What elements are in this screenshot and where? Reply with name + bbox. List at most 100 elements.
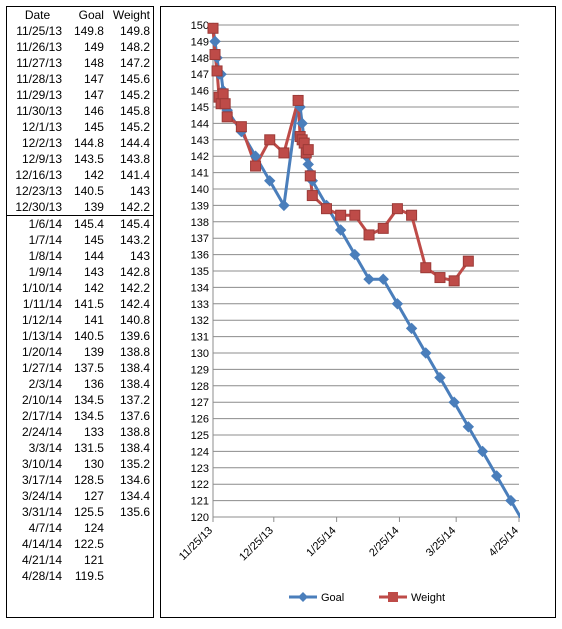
cell-goal: 146 — [83, 104, 104, 118]
goal-point — [334, 224, 347, 236]
weight-point — [219, 98, 231, 110]
cell-goal: 147 — [83, 72, 104, 86]
weight-point — [209, 49, 221, 61]
goal-point — [209, 35, 221, 48]
table-row: 11/28/13 147 145.6 — [7, 71, 153, 87]
table-row: 3/17/14 128.5 134.6 — [7, 472, 153, 488]
table-row: 3/31/14 125.5 135.6 — [7, 504, 153, 520]
table-row: 11/29/13 147 145.2 — [7, 87, 153, 103]
cell-goal: 144 — [83, 249, 104, 263]
table-row: 2/10/14 134.5 137.2 — [7, 392, 153, 408]
weight-point — [217, 88, 229, 100]
legend-diamond-icon — [298, 592, 308, 602]
series-line-weight — [211, 28, 470, 283]
weight-point — [302, 144, 314, 156]
header-date: Date — [24, 8, 51, 22]
cell-weight: 134.4 — [119, 489, 150, 503]
cell-weight: 148.2 — [119, 40, 150, 54]
table-row: 11/25/13 149.8 149.8 — [7, 23, 153, 39]
weight-point — [221, 111, 233, 123]
y-tick-label: 140 — [191, 184, 209, 196]
cell-date: 1/9/14 — [28, 265, 63, 279]
cell-weight — [106, 520, 153, 536]
cell-date: 12/2/13 — [21, 136, 63, 150]
cell-date: 12/30/13 — [15, 200, 63, 214]
cell-goal: 134.5 — [73, 409, 104, 423]
legend-label: Goal — [321, 592, 344, 604]
cell-date: 2/24/14 — [21, 425, 63, 439]
y-tick-label: 136 — [191, 250, 209, 262]
cell-weight: 147.2 — [119, 56, 150, 70]
y-tick-label: 126 — [191, 414, 209, 426]
goal-point — [349, 248, 361, 261]
cell-goal: 140.5 — [73, 329, 104, 343]
cell-date: 2/10/14 — [21, 393, 63, 407]
cell-date: 11/30/13 — [16, 104, 63, 118]
cell-weight: 144.4 — [119, 136, 150, 150]
cell-weight: 135.6 — [119, 505, 150, 519]
cell-date: 12/9/13 — [21, 152, 63, 166]
cell-goal: 139 — [83, 345, 104, 359]
y-tick-label: 143 — [191, 135, 209, 147]
cell-weight: 145.6 — [119, 72, 150, 86]
cell-weight: 138.4 — [119, 361, 150, 375]
cell-date: 1/8/14 — [28, 249, 63, 263]
cell-goal: 136 — [83, 377, 104, 391]
y-tick-label: 123 — [191, 463, 209, 475]
data-table: Date Goal Weight 11/25/13 149.8 149.8 11/26… — [7, 7, 153, 584]
goal-point — [302, 158, 314, 171]
cell-weight: 143 — [129, 184, 150, 198]
cell-date: 1/6/14 — [7, 215, 69, 232]
cell-date: 11/29/13 — [16, 88, 63, 102]
cell-goal: 121 — [83, 553, 104, 567]
table-row: 3/3/14 131.5 138.4 — [7, 440, 153, 456]
x-tick-label: 12/25/13 — [237, 525, 276, 564]
cell-goal: 128.5 — [73, 473, 104, 487]
table-row: 4/21/14 121 — [7, 552, 153, 568]
cell-date: 3/10/14 — [21, 457, 63, 471]
table-row: 1/27/14 137.5 138.4 — [7, 360, 153, 376]
table-row: 1/13/14 140.5 139.6 — [7, 328, 153, 344]
cell-date: 3/31/14 — [21, 505, 63, 519]
goal-point — [278, 199, 290, 212]
cell-weight: 142.4 — [119, 297, 150, 311]
y-tick-label: 130 — [191, 348, 209, 360]
weight-point — [363, 229, 375, 241]
table-row: 1/11/14 141.5 142.4 — [7, 296, 153, 312]
goal-point — [363, 273, 375, 285]
cell-date: 1/11/14 — [22, 297, 63, 311]
y-tick-label: 144 — [191, 118, 209, 130]
weight-chart: 120 121 122 123 124 125 126 127 128 129 130 131 132 1… — [177, 20, 530, 604]
chart-panel: 120 121 122 123 124 125 126 127 128 129 130 131 132 1… — [160, 6, 556, 618]
weight-point — [349, 209, 361, 221]
cell-date: 12/16/13 — [15, 168, 63, 182]
header-goal: Goal — [78, 8, 104, 22]
table-row: 4/7/14 124 — [7, 520, 153, 536]
cell-weight: 142.2 — [119, 200, 150, 214]
goal-point — [434, 371, 446, 384]
cell-date: 2/17/14 — [21, 409, 63, 423]
cell-weight: 149.8 — [119, 24, 150, 38]
goal-point — [520, 520, 530, 530]
cell-date: 3/17/14 — [21, 473, 63, 487]
cell-weight: 145.2 — [119, 88, 150, 102]
cell-weight: 140.8 — [119, 313, 150, 327]
goal-point — [391, 298, 404, 310]
y-tick-label: 129 — [191, 364, 209, 376]
table-row: 3/24/14 127 134.4 — [7, 488, 153, 504]
cell-goal: 119.5 — [74, 569, 104, 583]
goal-point — [405, 322, 418, 335]
cell-goal: 142 — [83, 168, 104, 182]
cell-goal: 141 — [83, 313, 104, 327]
cell-weight: 137.6 — [119, 409, 150, 423]
cell-goal: 142 — [83, 281, 104, 295]
cell-weight: 135.2 — [119, 457, 150, 471]
table-row: 1/7/14 145 143.2 — [7, 232, 153, 248]
cell-weight: 142.8 — [119, 265, 150, 279]
y-tick-label: 125 — [191, 430, 209, 442]
cell-weight: 138.4 — [119, 377, 150, 391]
table-row: 4/28/14 119.5 — [7, 568, 153, 584]
weight-point — [278, 147, 290, 159]
cell-date: 1/20/14 — [21, 345, 63, 359]
cell-weight: 143.8 — [119, 152, 150, 166]
